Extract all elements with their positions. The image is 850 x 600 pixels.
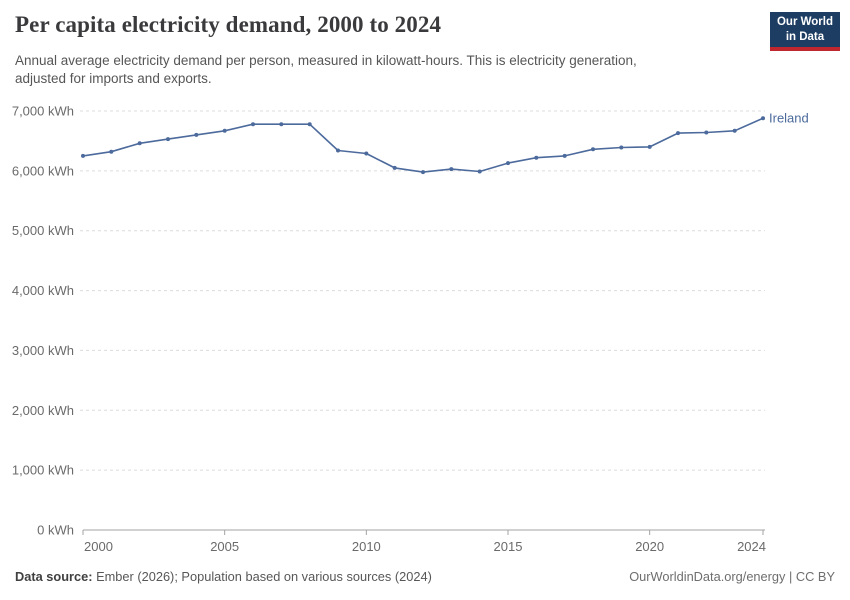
data-point-marker (364, 151, 369, 156)
chart-subtitle-line2: adjusted for imports and exports. (15, 70, 212, 86)
entity-label: Ireland (769, 111, 809, 126)
x-tick-label: 2005 (210, 539, 239, 554)
data-point-marker (477, 169, 482, 174)
data-point-marker (279, 122, 284, 127)
x-tick-label: 2010 (352, 539, 381, 554)
owid-logo-line2: in Data (785, 30, 825, 43)
data-point-marker (307, 122, 312, 127)
line-chart-svg: 0 kWh 1,000 kWh 2,000 kWh 3,000 kWh 4,000 kW… (12, 104, 809, 555)
data-point-marker (591, 147, 595, 152)
data-source-text: Ember (2026); Population based on variou… (92, 569, 432, 584)
data-point-marker (562, 153, 567, 158)
chart-title: Per capita electricity demand, 2000 to 2… (15, 12, 442, 37)
data-point-marker (166, 137, 170, 142)
y-tick-label: 6,000 kWh (12, 163, 74, 178)
data-point-marker (534, 155, 539, 160)
owid-logo-line1: Our World (776, 16, 833, 29)
owid-logo: Our World in Data (770, 12, 840, 51)
data-source-label: Data source: (15, 569, 93, 584)
y-tick-label: 1,000 kWh (12, 463, 74, 478)
data-point-marker (222, 128, 227, 133)
data-point-marker (449, 167, 454, 172)
data-point-marker (194, 132, 199, 137)
data-point-marker (732, 128, 737, 133)
x-tick-label: 2024 (737, 539, 766, 554)
data-point-marker (704, 130, 709, 135)
y-tick-label: 0 kWh (37, 523, 74, 538)
data-point-marker (761, 116, 765, 121)
data-point-marker (137, 141, 142, 146)
x-tick-label: 2020 (635, 539, 664, 554)
y-tick-label: 5,000 kWh (12, 223, 74, 238)
chart-subtitle-line1: Annual average electricity demand per pe… (15, 53, 637, 68)
y-tick-label: 2,000 kWh (12, 403, 74, 418)
x-tick-label: 2015 (494, 539, 523, 554)
data-point-marker (676, 131, 680, 136)
data-point-marker (81, 153, 85, 158)
data-source-note: Data source: Ember (2026); Population ba… (15, 569, 432, 584)
data-point-marker (506, 161, 510, 166)
owid-logo-text: Our World in Data (777, 15, 833, 44)
series-line-ireland (82, 117, 764, 173)
data-point-marker (109, 149, 114, 154)
data-point-marker (619, 145, 624, 150)
license-credit: OurWorldinData.org/energy | CC BY (629, 569, 835, 584)
y-tick-label: 4,000 kWh (12, 283, 74, 298)
y-tick-label: 7,000 kWh (12, 104, 74, 119)
data-point-marker (336, 148, 340, 153)
data-point-marker (421, 170, 425, 175)
y-tick-label: 3,000 kWh (12, 343, 74, 358)
x-tick-label: 2000 (84, 539, 113, 554)
chart-subtitle: Annual average electricity demand per pe… (15, 52, 637, 88)
chart-footer: Data source: Ember (2026); Population ba… (15, 569, 835, 584)
data-point-marker (647, 144, 652, 149)
data-point-marker (251, 122, 255, 127)
data-point-marker (392, 165, 397, 170)
